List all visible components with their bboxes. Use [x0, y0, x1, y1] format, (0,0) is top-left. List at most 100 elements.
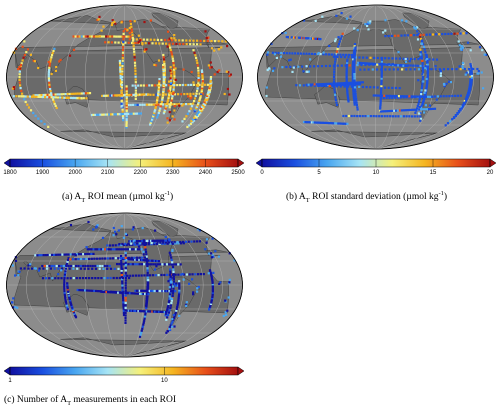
roi-cell — [139, 84, 143, 87]
roi-cell — [130, 25, 133, 28]
roi-cell — [220, 46, 223, 49]
roi-cell — [178, 293, 181, 296]
roi-cell — [124, 299, 127, 302]
roi-cell — [426, 67, 429, 70]
roi-cell — [368, 22, 371, 25]
roi-cell — [458, 111, 461, 114]
roi-cell — [147, 283, 150, 286]
roi-cell — [170, 37, 173, 40]
roi-cell — [137, 274, 140, 277]
roi-cell — [438, 33, 441, 36]
roi-cell — [362, 56, 365, 59]
roi-cell — [67, 253, 70, 256]
roi-cell — [122, 297, 125, 300]
roi-cell — [69, 300, 72, 303]
roi-cell — [211, 286, 214, 289]
roi-cell — [195, 105, 198, 108]
roi-cell — [319, 53, 322, 56]
roi-cell — [102, 248, 105, 251]
roi-cell — [132, 112, 135, 115]
roi-cell — [126, 274, 129, 277]
roi-cell — [456, 32, 459, 35]
roi-cell — [301, 36, 304, 40]
roi-cell — [122, 119, 125, 122]
roi-cell — [167, 290, 170, 293]
roi-cell — [414, 95, 417, 98]
roi-cell — [270, 42, 273, 45]
roi-cell — [162, 83, 165, 86]
roi-cell — [379, 97, 383, 100]
roi-cell — [449, 120, 452, 123]
roi-cell — [353, 57, 356, 60]
roi-cell — [347, 100, 350, 103]
roi-cell — [162, 64, 165, 67]
roi-cell — [138, 263, 141, 266]
roi-cell — [381, 63, 384, 66]
roi-cell — [196, 89, 199, 92]
roi-cell — [168, 119, 171, 122]
roi-cell — [150, 241, 153, 245]
roi-cell — [79, 257, 83, 261]
roi-cell — [211, 291, 214, 294]
roi-cell — [451, 118, 454, 121]
roi-cell — [134, 258, 137, 261]
roi-cell — [319, 84, 322, 87]
roi-cell — [46, 93, 49, 96]
colorbar-tick-label: 2400 — [198, 170, 213, 176]
roi-cell — [20, 95, 23, 98]
roi-cell — [387, 110, 390, 113]
roi-cell — [380, 73, 383, 76]
roi-cell — [19, 63, 23, 67]
roi-cell — [420, 104, 423, 107]
roi-cell — [313, 121, 317, 124]
roi-cell — [162, 92, 165, 95]
roi-cell — [209, 79, 212, 82]
roi-cell — [120, 105, 123, 108]
roi-cell — [204, 99, 207, 102]
roi-cell — [87, 289, 90, 292]
roi-cell — [380, 66, 383, 69]
roi-cell — [367, 115, 370, 118]
roi-cell — [199, 94, 202, 97]
roi-cell — [139, 112, 142, 115]
roi-cell — [334, 40, 337, 43]
roi-cell — [188, 39, 191, 42]
roi-cell — [185, 301, 188, 304]
roi-cell — [173, 325, 176, 328]
roi-cell — [101, 264, 104, 268]
roi-cell — [72, 97, 75, 100]
roi-cell — [149, 123, 152, 126]
roi-cell — [165, 239, 168, 242]
roi-cell — [22, 95, 25, 98]
roi-cell — [333, 63, 336, 66]
roi-cell — [464, 73, 467, 76]
roi-cell — [172, 270, 175, 273]
roi-cell — [168, 326, 171, 329]
roi-cell — [350, 114, 353, 118]
roi-cell — [482, 87, 485, 90]
roi-cell — [425, 53, 428, 57]
roi-cell — [169, 297, 172, 300]
roi-cell — [125, 99, 128, 103]
roi-cell — [46, 264, 49, 268]
roi-cell — [354, 48, 357, 51]
roi-cell — [468, 91, 471, 95]
roi-cell — [138, 103, 142, 106]
roi-cell — [383, 94, 386, 97]
roi-cell — [444, 32, 447, 36]
roi-cell — [333, 83, 336, 86]
roi-cell — [345, 64, 348, 67]
roi-cell — [173, 105, 176, 108]
roi-cell — [20, 62, 23, 65]
roi-cell — [182, 242, 185, 245]
roi-cell — [172, 62, 175, 65]
graticule-lon — [45, 212, 125, 358]
roi-cell — [122, 309, 125, 312]
roi-cell — [125, 243, 128, 247]
roi-cell — [190, 119, 193, 123]
caption-b-end: ) — [443, 192, 448, 203]
roi-cell — [292, 66, 295, 69]
roi-cell — [478, 46, 482, 49]
roi-cell — [372, 63, 375, 66]
roi-cell — [416, 107, 419, 110]
